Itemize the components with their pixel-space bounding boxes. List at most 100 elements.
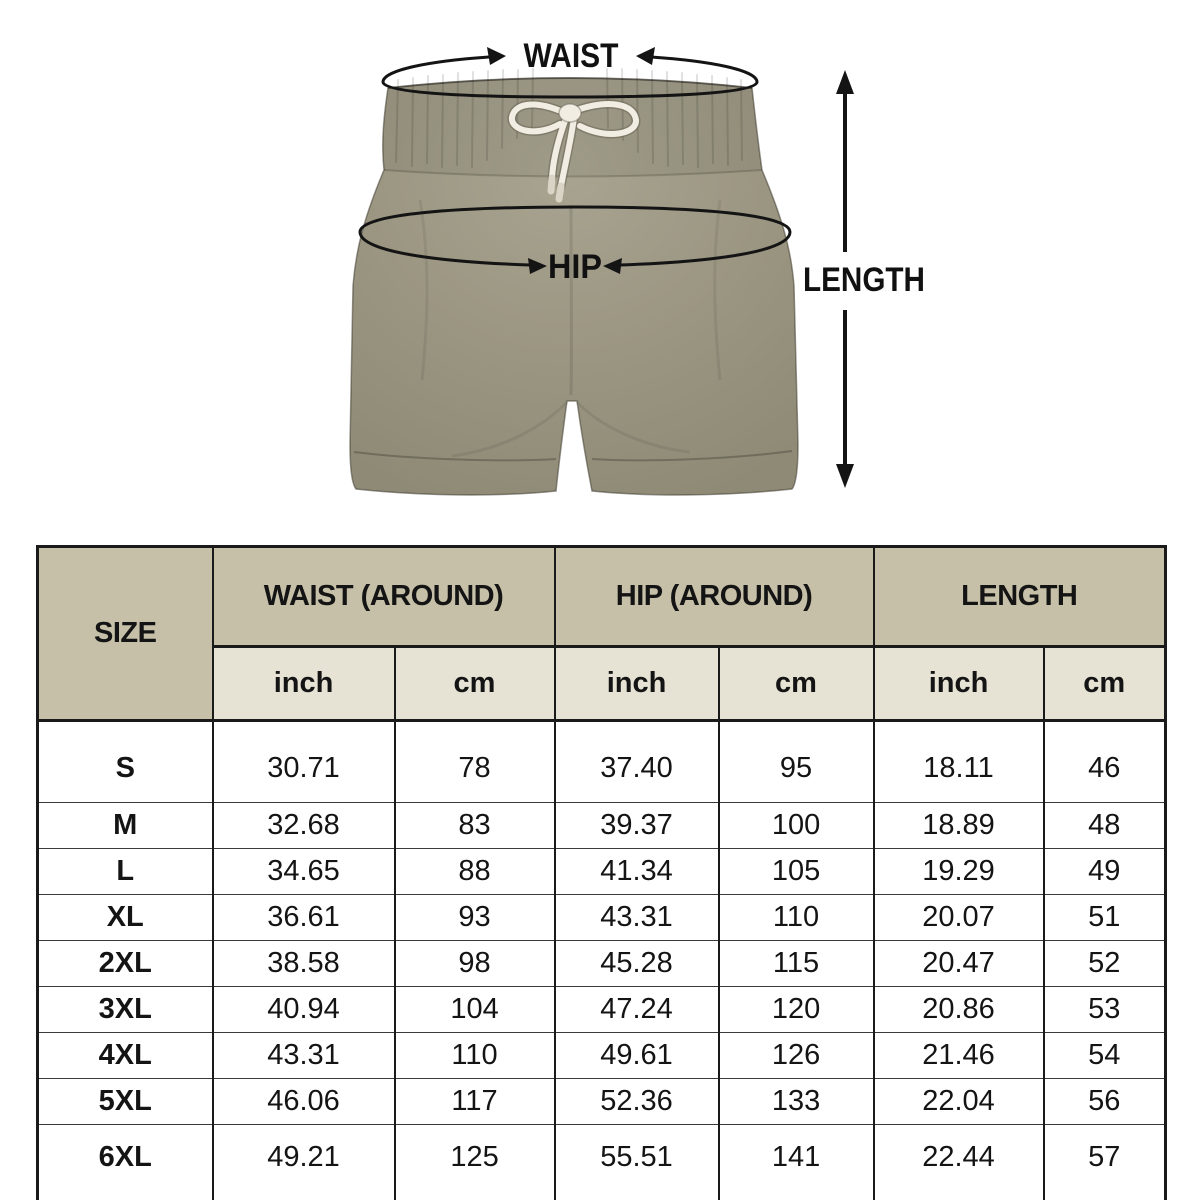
value-cell: 20.47 bbox=[872, 940, 1045, 987]
value-cell: 18.11 bbox=[872, 720, 1045, 803]
value-cell: 105 bbox=[717, 848, 875, 895]
value-cell: 110 bbox=[393, 1032, 556, 1079]
drawstring-bow bbox=[507, 99, 641, 203]
value-cell: 141 bbox=[717, 1124, 875, 1200]
group-header-row: SIZE WAIST (AROUND) HIP (AROUND) LENGTH bbox=[36, 546, 1167, 722]
size-cell: S bbox=[36, 720, 214, 803]
table-row: 4XL 43.31 110 49.61 126 21.46 54 bbox=[36, 1032, 1167, 1079]
value-cell: 45.28 bbox=[553, 940, 720, 987]
hip-cm-header: cm bbox=[717, 646, 875, 722]
size-cell: M bbox=[36, 802, 214, 849]
length-arrowhead-down bbox=[836, 464, 854, 488]
value-cell: 18.89 bbox=[872, 802, 1045, 849]
value-cell: 30.71 bbox=[211, 720, 396, 803]
value-cell: 46.06 bbox=[211, 1078, 396, 1125]
waist-label: WAIST bbox=[524, 37, 619, 75]
hip-arrowhead-left bbox=[528, 258, 547, 274]
drawstring-cord bbox=[509, 101, 639, 189]
value-cell: 37.40 bbox=[553, 720, 720, 803]
length-label: LENGTH bbox=[803, 261, 925, 299]
table-row: L 34.65 88 41.34 105 19.29 49 bbox=[36, 848, 1167, 895]
waist-annotation: WAIST bbox=[381, 37, 759, 99]
value-cell: 55.51 bbox=[553, 1124, 720, 1200]
waist-arrowhead-right bbox=[636, 47, 655, 65]
value-cell: 133 bbox=[717, 1078, 875, 1125]
waist-inch-header: inch bbox=[211, 646, 396, 722]
shorts-graphic bbox=[349, 68, 799, 496]
value-cell: 117 bbox=[393, 1078, 556, 1125]
value-cell: 38.58 bbox=[211, 940, 396, 987]
size-cell: 3XL bbox=[36, 986, 214, 1033]
value-cell: 32.68 bbox=[211, 802, 396, 849]
value-cell: 19.29 bbox=[872, 848, 1045, 895]
size-cell: 5XL bbox=[36, 1078, 214, 1125]
value-cell: 83 bbox=[393, 802, 556, 849]
value-cell: 98 bbox=[393, 940, 556, 987]
waist-cm-header: cm bbox=[393, 646, 556, 722]
value-cell: 43.31 bbox=[553, 894, 720, 941]
waist-arrowhead-left bbox=[487, 47, 506, 65]
value-cell: 57 bbox=[1042, 1124, 1167, 1200]
value-cell: 126 bbox=[717, 1032, 875, 1079]
waist-ellipse bbox=[381, 55, 759, 99]
value-cell: 115 bbox=[717, 940, 875, 987]
value-cell: 49.61 bbox=[553, 1032, 720, 1079]
size-cell: XL bbox=[36, 894, 214, 941]
value-cell: 46 bbox=[1042, 720, 1167, 803]
size-cell: L bbox=[36, 848, 214, 895]
value-cell: 93 bbox=[393, 894, 556, 941]
value-cell: 51 bbox=[1042, 894, 1167, 941]
waistband-seam bbox=[383, 169, 763, 178]
size-cell: 6XL bbox=[36, 1124, 214, 1200]
value-cell: 52 bbox=[1042, 940, 1167, 987]
fabric-creases bbox=[418, 199, 722, 458]
value-cell: 22.44 bbox=[872, 1124, 1045, 1200]
waistband-top-edge bbox=[387, 77, 753, 89]
value-cell: 100 bbox=[717, 802, 875, 849]
drawstring-knot bbox=[558, 103, 582, 123]
table-row: XL 36.61 93 43.31 110 20.07 51 bbox=[36, 894, 1167, 941]
value-cell: 48 bbox=[1042, 802, 1167, 849]
table-row: 2XL 38.58 98 45.28 115 20.47 52 bbox=[36, 940, 1167, 987]
value-cell: 95 bbox=[717, 720, 875, 803]
value-cell: 34.65 bbox=[211, 848, 396, 895]
size-column-header: SIZE bbox=[36, 546, 214, 722]
hip-ellipse bbox=[358, 205, 792, 267]
value-cell: 49 bbox=[1042, 848, 1167, 895]
value-cell: 20.86 bbox=[872, 986, 1045, 1033]
value-cell: 20.07 bbox=[872, 894, 1045, 941]
unit-header-row: inch cm inch cm inch cm bbox=[38, 646, 1167, 722]
length-inch-header: inch bbox=[872, 646, 1045, 722]
length-group-header: LENGTH bbox=[872, 546, 1167, 648]
table-row: S 30.71 78 37.40 95 18.11 46 bbox=[36, 720, 1167, 803]
hem-stitch bbox=[353, 450, 793, 462]
drawstring-aglets bbox=[547, 174, 565, 203]
size-cell: 2XL bbox=[36, 940, 214, 987]
hip-arrowhead-right bbox=[603, 258, 622, 274]
value-cell: 22.04 bbox=[872, 1078, 1045, 1125]
shorts-diagram-svg: WAIST HIP LENGTH bbox=[349, 37, 925, 496]
shorts-body bbox=[349, 77, 799, 496]
table-row: 5XL 46.06 117 52.36 133 22.04 56 bbox=[36, 1078, 1167, 1125]
value-cell: 125 bbox=[393, 1124, 556, 1200]
value-cell: 39.37 bbox=[553, 802, 720, 849]
value-cell: 78 bbox=[393, 720, 556, 803]
hip-group-header: HIP (AROUND) bbox=[553, 546, 875, 648]
value-cell: 43.31 bbox=[211, 1032, 396, 1079]
hip-label: HIP bbox=[548, 248, 602, 286]
value-cell: 56 bbox=[1042, 1078, 1167, 1125]
table-row: 6XL 49.21 125 55.51 141 22.44 57 bbox=[36, 1124, 1167, 1200]
value-cell: 49.21 bbox=[211, 1124, 396, 1200]
value-cell: 104 bbox=[393, 986, 556, 1033]
value-cell: 40.94 bbox=[211, 986, 396, 1033]
hip-annotation: HIP bbox=[358, 205, 792, 286]
length-cm-header: cm bbox=[1042, 646, 1167, 722]
value-cell: 41.34 bbox=[553, 848, 720, 895]
value-cell: 120 bbox=[717, 986, 875, 1033]
size-cell: 4XL bbox=[36, 1032, 214, 1079]
value-cell: 36.61 bbox=[211, 894, 396, 941]
value-cell: 54 bbox=[1042, 1032, 1167, 1079]
table-row: 3XL 40.94 104 47.24 120 20.86 53 bbox=[36, 986, 1167, 1033]
value-cell: 52.36 bbox=[553, 1078, 720, 1125]
